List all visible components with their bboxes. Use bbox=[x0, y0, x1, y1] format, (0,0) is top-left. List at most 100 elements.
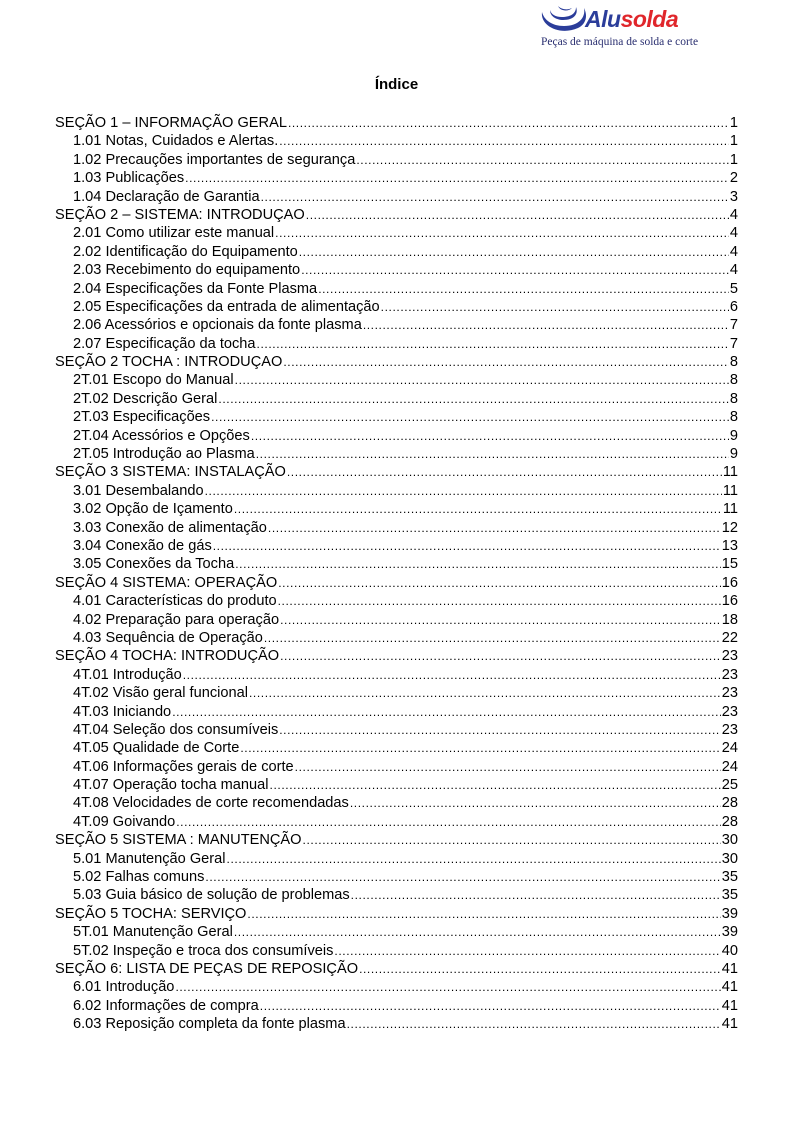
toc-subsection-entry[interactable]: 2.04 Especificações da Fonte Plasma 5 bbox=[55, 280, 738, 298]
toc-subsection-entry[interactable]: 2T.01 Escopo do Manual 8 bbox=[55, 371, 738, 389]
toc-page-number: 3 bbox=[729, 188, 738, 205]
page-title: Índice bbox=[374, 76, 419, 93]
toc-subsection-entry[interactable]: 2.05 Especificações da entrada de alimen… bbox=[55, 298, 738, 316]
dot-leader bbox=[257, 335, 729, 353]
toc-subsection-entry[interactable]: 2T.03 Especificações 8 bbox=[55, 408, 738, 426]
toc-page-number: 4 bbox=[729, 225, 738, 242]
toc-subsection-entry[interactable]: 3.03 Conexão de alimentação 12 bbox=[55, 519, 738, 537]
toc-page-number: 30 bbox=[721, 850, 738, 867]
toc-subsection-entry[interactable]: 5T.02 Inspeção e troca dos consumíveis 40 bbox=[55, 942, 738, 960]
toc-subsection-entry[interactable]: 4T.01 Introdução 23 bbox=[55, 666, 738, 684]
toc-subsection-entry[interactable]: 3.04 Conexão de gás 13 bbox=[55, 537, 738, 555]
dot-leader bbox=[185, 169, 729, 187]
dot-leader bbox=[234, 500, 722, 518]
toc-entry-label: 5T.02 Inspeção e troca dos consumíveis bbox=[73, 942, 334, 959]
toc-page-number: 40 bbox=[721, 942, 738, 959]
toc-subsection-entry[interactable]: 1.03 Publicações 2 bbox=[55, 169, 738, 187]
toc-entry-label: 3.02 Opção de Içamento bbox=[73, 501, 233, 518]
dot-leader bbox=[280, 611, 721, 629]
toc-page-number: 8 bbox=[729, 390, 738, 407]
toc-page-number: 9 bbox=[729, 446, 738, 463]
toc-entry-label: 4T.01 Introdução bbox=[73, 666, 182, 683]
toc-entry-label: 3.01 Desembalando bbox=[73, 482, 204, 499]
toc-page-number: 16 bbox=[721, 593, 738, 610]
toc-subsection-entry[interactable]: 3.02 Opção de Içamento 11 bbox=[55, 500, 738, 518]
toc-page-number: 8 bbox=[729, 354, 738, 371]
toc-subsection-entry[interactable]: 4.01 Características do produto 16 bbox=[55, 592, 738, 610]
toc-section-entry[interactable]: SEÇÃO 5 TOCHA: SERVIÇO 39 bbox=[55, 905, 738, 923]
toc-entry-label: 2T.03 Especificações bbox=[73, 409, 211, 426]
toc-subsection-entry[interactable]: 4T.08 Velocidades de corte recomendadas 2… bbox=[55, 794, 738, 812]
table-of-contents: SEÇÃO 1 – INFORMAÇÃO GERAL11.01 Notas, C… bbox=[55, 114, 738, 1034]
toc-section-entry[interactable]: SEÇÃO 2 TOCHA : INTRODUÇAO 8 bbox=[55, 353, 738, 371]
toc-section-entry[interactable]: SEÇÃO 4 SISTEMA: OPERAÇÃO 16 bbox=[55, 574, 738, 592]
toc-page-number: 15 bbox=[721, 556, 738, 573]
toc-subsection-entry[interactable]: 1.04 Declaração de Garantia 3 bbox=[55, 188, 738, 206]
toc-subsection-entry[interactable]: 4T.05 Qualidade de Corte 24 bbox=[55, 739, 738, 757]
dot-leader bbox=[172, 703, 721, 721]
toc-subsection-entry[interactable]: 2.07 Especificação da tocha 7 bbox=[55, 335, 738, 353]
dot-leader bbox=[205, 482, 722, 500]
toc-subsection-entry[interactable]: 6.03 Reposição completa da fonte plasma 4… bbox=[55, 1015, 738, 1033]
dot-leader bbox=[381, 298, 729, 316]
toc-page-number: 23 bbox=[721, 666, 738, 683]
toc-entry-label: 5.01 Manutenção Geral bbox=[73, 850, 226, 867]
toc-subsection-entry[interactable]: 2.01 Como utilizar este manual 4 bbox=[55, 224, 738, 242]
dot-leader bbox=[213, 537, 721, 555]
toc-entry-label: SEÇÃO 5 SISTEMA : MANUTENÇÃO bbox=[55, 832, 302, 849]
brand-solda: solda bbox=[620, 6, 679, 32]
toc-section-entry[interactable]: SEÇÃO 6: LISTA DE PEÇAS DE REPOSIÇÃO 41 bbox=[55, 960, 738, 978]
toc-subsection-entry[interactable]: 3.05 Conexões da Tocha 15 bbox=[55, 555, 738, 573]
toc-subsection-entry[interactable]: 2.06 Acessórios e opcionais da fonte pla… bbox=[55, 316, 738, 334]
toc-subsection-entry[interactable]: 6.01 Introdução 41 bbox=[55, 978, 738, 996]
dot-leader bbox=[287, 463, 722, 481]
toc-subsection-entry[interactable]: 4T.04 Seleção dos consumíveis 23 bbox=[55, 721, 738, 739]
toc-entry-label: SEÇÃO 1 – INFORMAÇÃO GERAL bbox=[55, 115, 287, 131]
toc-subsection-entry[interactable]: 2T.02 Descrição Geral 8 bbox=[55, 390, 738, 408]
toc-subsection-entry[interactable]: 2T.04 Acessórios e Opções 9 bbox=[55, 427, 738, 445]
toc-subsection-entry[interactable]: 3.01 Desembalando 11 bbox=[55, 482, 738, 500]
dot-leader bbox=[249, 684, 721, 702]
toc-subsection-entry[interactable]: 4T.09 Goivando 28 bbox=[55, 813, 738, 831]
toc-subsection-entry[interactable]: 2T.05 Introdução ao Plasma 9 bbox=[55, 445, 738, 463]
toc-subsection-entry[interactable]: 2.02 Identificação do Equipamento 4 bbox=[55, 243, 738, 261]
toc-page-number: 8 bbox=[729, 409, 738, 426]
dot-leader bbox=[306, 206, 729, 224]
toc-page-number: 4 bbox=[729, 206, 738, 223]
dot-leader bbox=[283, 353, 729, 371]
toc-subsection-entry[interactable]: 5T.01 Manutenção Geral 39 bbox=[55, 923, 738, 941]
toc-section-entry[interactable]: SEÇÃO 1 – INFORMAÇÃO GERAL 1 bbox=[55, 114, 738, 132]
toc-subsection-entry[interactable]: 5.03 Guia básico de solução de problemas… bbox=[55, 886, 738, 904]
toc-subsection-entry[interactable]: 1.01 Notas, Cuidados e Alertas. 1 bbox=[55, 132, 738, 150]
toc-subsection-entry[interactable]: 2.03 Recebimento do equipamento 4 bbox=[55, 261, 738, 279]
toc-page-number: 1 bbox=[729, 133, 738, 150]
dot-leader bbox=[247, 905, 720, 923]
toc-subsection-entry[interactable]: 4.02 Preparação para operação 18 bbox=[55, 611, 738, 629]
toc-entry-label: SEÇÃO 4 TOCHA: INTRODUÇÃO bbox=[55, 648, 280, 665]
toc-entry-label: 5T.01 Manutenção Geral bbox=[73, 924, 233, 941]
toc-subsection-entry[interactable]: 1.02 Precauções importantes de segurança… bbox=[55, 151, 738, 169]
dot-leader bbox=[363, 316, 729, 334]
toc-subsection-entry[interactable]: 4T.07 Operação tocha manual 25 bbox=[55, 776, 738, 794]
toc-subsection-entry[interactable]: 4T.02 Visão geral funcional 23 bbox=[55, 684, 738, 702]
toc-entry-label: SEÇÃO 5 TOCHA: SERVIÇO bbox=[55, 905, 247, 922]
dot-leader bbox=[288, 114, 729, 132]
dot-leader bbox=[234, 923, 721, 941]
toc-subsection-entry[interactable]: 5.02 Falhas comuns 35 bbox=[55, 868, 738, 886]
toc-section-entry[interactable]: SEÇÃO 3 SISTEMA: INSTALAÇÃO 11 bbox=[55, 463, 738, 481]
toc-page-number: 16 bbox=[721, 574, 738, 591]
toc-section-entry[interactable]: SEÇÃO 2 – SISTEMA: INTRODUÇAO 4 bbox=[55, 206, 738, 224]
toc-subsection-entry[interactable]: 4T.06 Informações gerais de corte 24 bbox=[55, 758, 738, 776]
dot-leader bbox=[251, 427, 729, 445]
toc-section-entry[interactable]: SEÇÃO 4 TOCHA: INTRODUÇÃO 23 bbox=[55, 647, 738, 665]
toc-subsection-entry[interactable]: 5.01 Manutenção Geral 30 bbox=[55, 850, 738, 868]
toc-section-entry[interactable]: SEÇÃO 5 SISTEMA : MANUTENÇÃO 30 bbox=[55, 831, 738, 849]
dot-leader bbox=[211, 408, 729, 426]
toc-entry-label: 2.05 Especificações da entrada de alimen… bbox=[73, 298, 380, 315]
toc-entry-label: 2T.02 Descrição Geral bbox=[73, 390, 218, 407]
toc-subsection-entry[interactable]: 4T.03 Iniciando 23 bbox=[55, 703, 738, 721]
toc-subsection-entry[interactable]: 6.02 Informações de compra 41 bbox=[55, 997, 738, 1015]
toc-subsection-entry[interactable]: 4.03 Sequência de Operação 22 bbox=[55, 629, 738, 647]
toc-entry-label: 1.04 Declaração de Garantia bbox=[73, 188, 260, 205]
